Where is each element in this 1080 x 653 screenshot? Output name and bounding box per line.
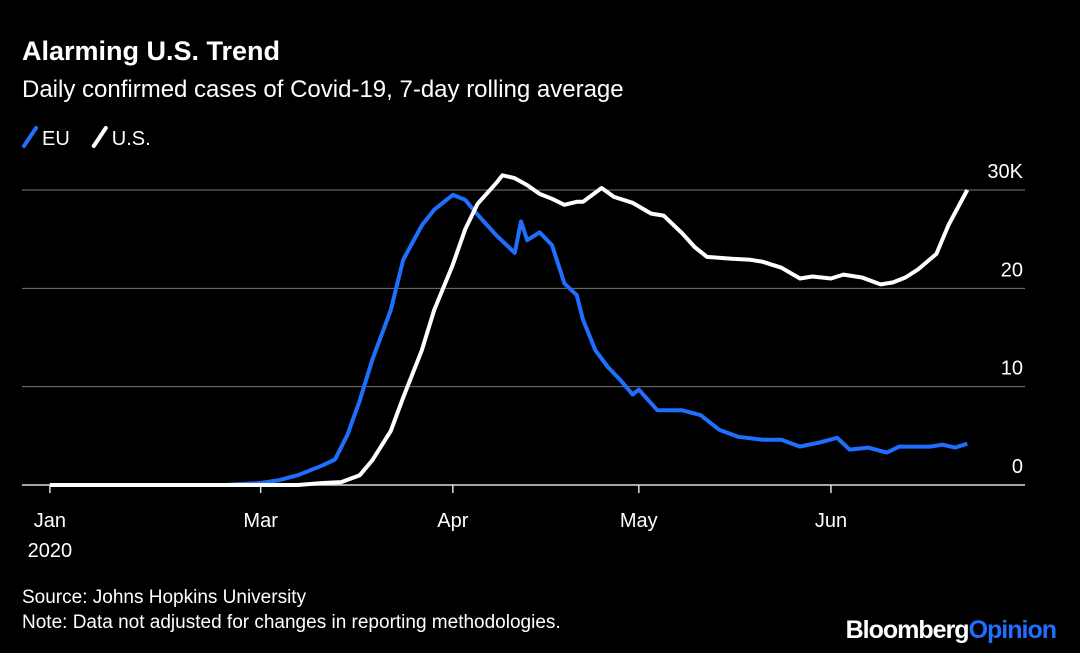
legend-swatch: [22, 126, 38, 148]
legend-label: U.S.: [112, 128, 151, 150]
series-line: [49, 192, 968, 487]
x-tick-label: May: [620, 510, 658, 532]
x-tick-label: Mar: [243, 510, 278, 532]
source: Source: Johns Hopkins University: [22, 587, 307, 608]
series-line: [49, 173, 970, 487]
brand-accent: Opinion: [969, 616, 1056, 644]
x-tick-sublabel: 2020: [28, 540, 73, 562]
brand-main: Bloomberg: [846, 616, 969, 644]
chart-title: Alarming U.S. Trend: [22, 36, 280, 66]
legend-label: EU: [42, 128, 70, 150]
brand: BloombergOpinion: [846, 616, 1056, 644]
x-tick-label: Jan: [34, 510, 66, 532]
note: Note: Data not adjusted for changes in r…: [22, 612, 561, 633]
legend-swatch: [91, 126, 108, 148]
y-tick-label: 20: [1001, 259, 1023, 281]
chart-subtitle: Daily confirmed cases of Covid-19, 7-day…: [22, 76, 624, 103]
y-tick-label: 10: [1001, 358, 1023, 380]
y-tick-label: 0: [1012, 456, 1023, 478]
x-tick-label: Jun: [815, 510, 847, 532]
x-tick-label: Apr: [437, 510, 468, 532]
y-tick-label: 30K: [987, 161, 1023, 183]
